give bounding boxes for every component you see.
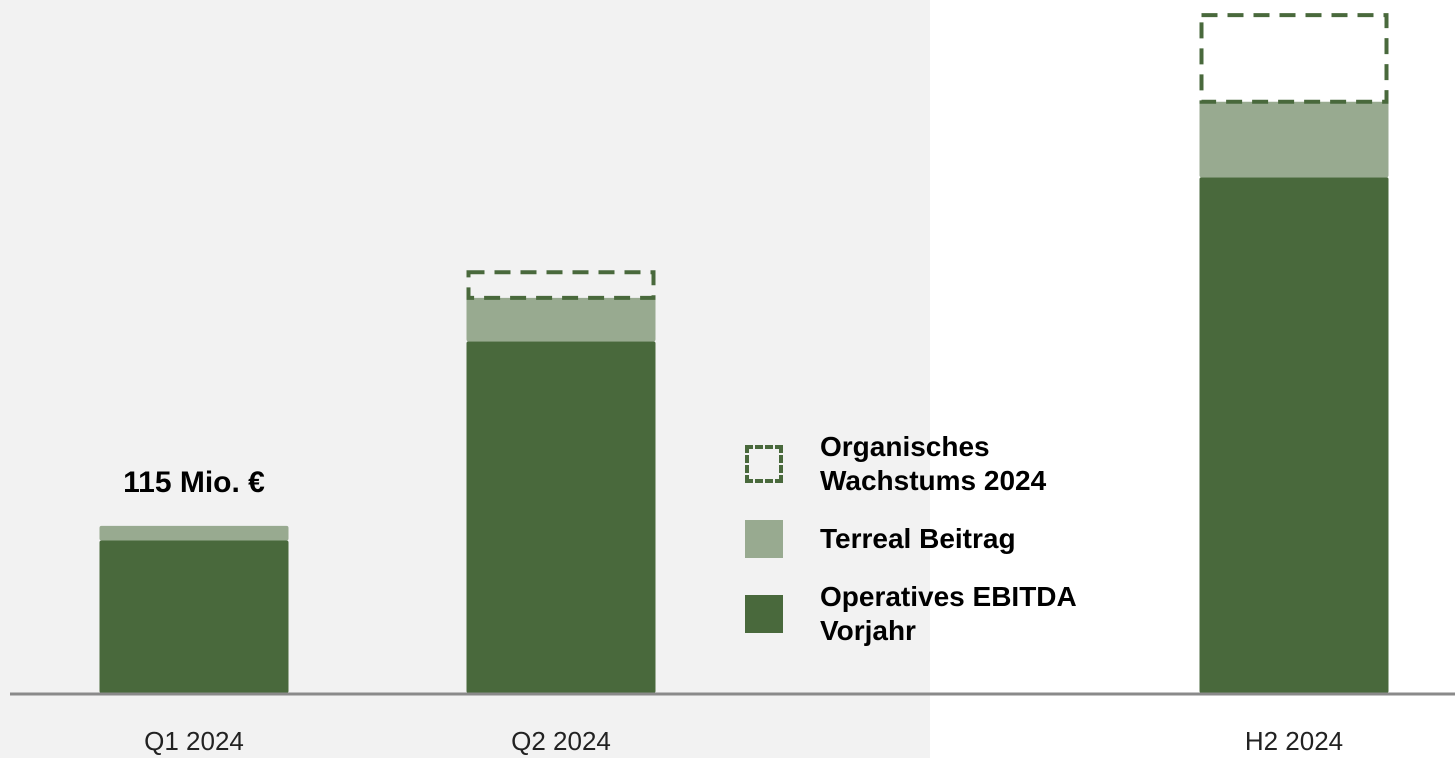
bar-segment bbox=[1199, 177, 1389, 693]
legend-item: Terreal Beitrag bbox=[745, 520, 1120, 558]
legend-label: Terreal Beitrag bbox=[820, 523, 1016, 554]
legend-swatch bbox=[745, 595, 783, 633]
bar-segment bbox=[99, 540, 289, 693]
bar-segment bbox=[99, 525, 289, 541]
legend-label: Operatives EBITDA Vorjahr bbox=[820, 581, 1076, 646]
legend-label: Organisches Wachstums 2024 bbox=[820, 431, 1047, 496]
bar-segment-outline bbox=[466, 270, 656, 300]
x-tick-label: Q2 2024 bbox=[511, 726, 611, 756]
x-tick-label: Q1 2024 bbox=[144, 726, 244, 756]
legend-item: Organisches Wachstums 2024 bbox=[745, 430, 1120, 498]
legend-swatch bbox=[745, 445, 783, 483]
x-tick-label: H2 2024 bbox=[1245, 726, 1343, 756]
legend-swatch bbox=[745, 520, 783, 558]
legend-item: Operatives EBITDA Vorjahr bbox=[745, 580, 1120, 648]
bar-segment bbox=[1199, 101, 1389, 178]
bar-segment bbox=[466, 341, 656, 693]
value-annotation: 115 Mio. € bbox=[123, 466, 265, 499]
legend: Organisches Wachstums 2024 Terreal Beitra… bbox=[745, 430, 1120, 648]
bar-segment bbox=[466, 297, 656, 342]
bar-segment-outline bbox=[1199, 13, 1389, 104]
